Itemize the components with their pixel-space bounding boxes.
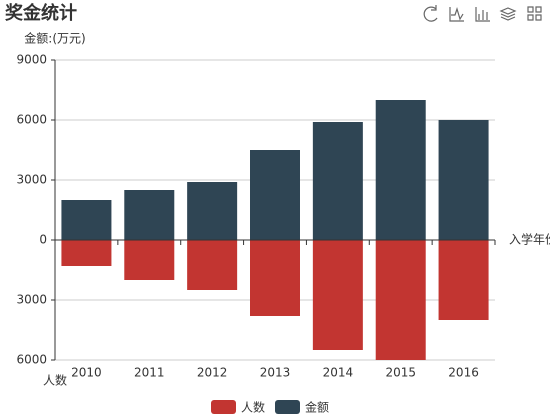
x-tick-label: 2010 (71, 366, 102, 380)
bar (312, 122, 363, 240)
y-tick-label: 6000 (16, 113, 47, 127)
tiled-icon[interactable] (527, 6, 542, 21)
bar (124, 190, 175, 240)
y-tick-label: 0 (39, 233, 47, 247)
stack-icon[interactable] (499, 7, 517, 21)
bar (438, 240, 489, 320)
legend-label: 金额 (305, 400, 329, 415)
legend-swatch (275, 400, 300, 414)
bar (250, 240, 300, 316)
bar (438, 120, 489, 240)
y-tick-label: 3000 (16, 173, 47, 187)
x-tick-label: 2011 (134, 366, 165, 380)
x-tick-label: 2014 (323, 366, 354, 380)
x-tick-label: 2016 (448, 366, 479, 380)
bar-icon[interactable] (475, 7, 490, 22)
legend-label: 人数 (241, 400, 265, 415)
y-axis-label: 金额:(万元) (24, 31, 85, 46)
bar (61, 240, 112, 266)
bar (250, 150, 300, 240)
x-tick-label: 2012 (197, 366, 228, 380)
bar (312, 240, 363, 350)
x-tick-label: 2015 (385, 366, 416, 380)
chart-title: 奖金统计 (5, 2, 77, 24)
y2-axis-label: 人数 (43, 373, 67, 388)
toolbox (423, 5, 542, 22)
x-axis-label: 入学年份 (509, 232, 550, 247)
line-icon[interactable] (449, 7, 464, 22)
bar (187, 240, 238, 290)
bar (375, 240, 426, 360)
bar (187, 182, 238, 240)
bar (375, 100, 426, 240)
y2-tick-label: 3000 (16, 293, 47, 307)
restore-icon[interactable] (423, 5, 438, 22)
x-tick-label: 2013 (260, 366, 291, 380)
bar (61, 200, 112, 240)
y2-tick-label: 6000 (16, 353, 47, 367)
y-tick-label: 9000 (16, 53, 47, 67)
legend-swatch (211, 400, 236, 414)
bar (124, 240, 175, 280)
